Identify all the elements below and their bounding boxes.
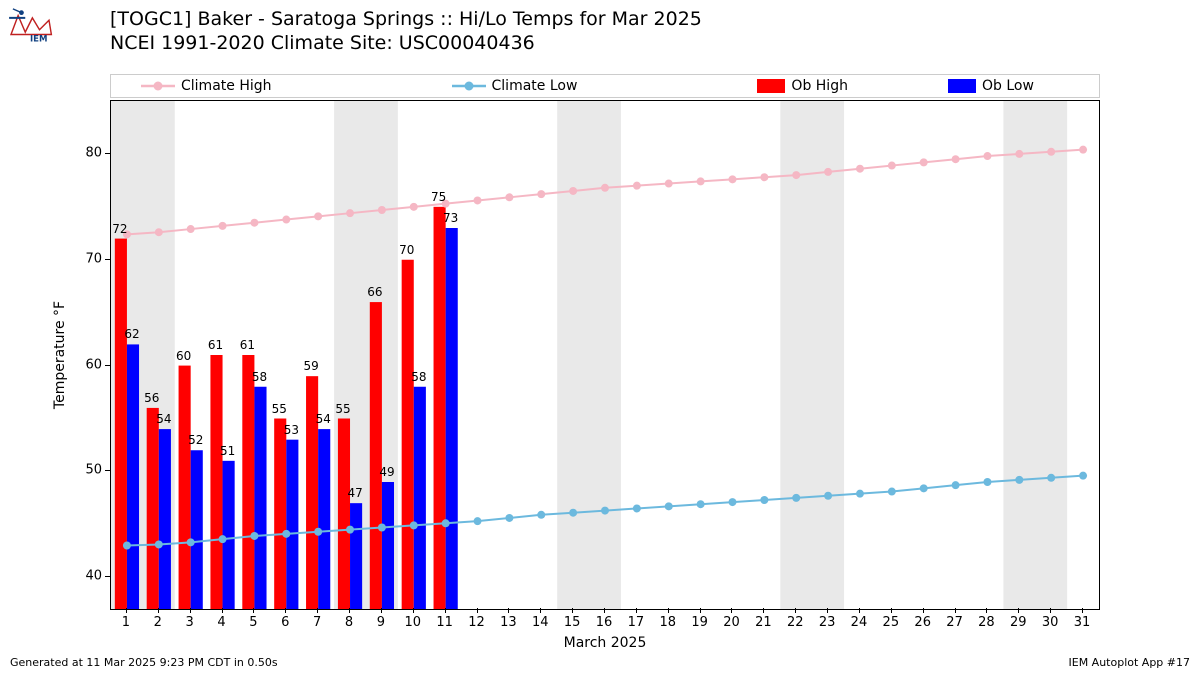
bar-value-low: 73: [443, 211, 458, 225]
legend-climate-low: Climate Low: [452, 78, 578, 94]
x-tick-label: 12: [468, 615, 485, 630]
bar-value-high: 72: [112, 222, 127, 236]
bar-value-low: 58: [252, 370, 267, 384]
legend-climate-high: Climate High: [141, 78, 272, 94]
y-tick-label: 80: [72, 145, 102, 160]
y-tick-label: 70: [72, 251, 102, 266]
bar-value-low: 53: [284, 423, 299, 437]
x-tick-label: 29: [1010, 615, 1027, 630]
x-tick-label: 14: [532, 615, 549, 630]
bar-value-high: 75: [431, 190, 446, 204]
x-tick-label: 10: [404, 615, 421, 630]
bar-value-low: 54: [316, 412, 331, 426]
x-tick-label: 5: [249, 615, 257, 630]
y-tick-label: 50: [72, 463, 102, 478]
x-tick-label: 19: [691, 615, 708, 630]
title-line-1: [TOGC1] Baker - Saratoga Springs :: Hi/L…: [110, 8, 702, 32]
legend: Climate High Climate Low Ob High Ob Low: [110, 74, 1100, 98]
bar-value-high: 55: [335, 402, 350, 416]
x-tick-label: 1: [122, 615, 130, 630]
y-tick-label: 40: [72, 569, 102, 584]
bar-value-high: 60: [176, 349, 191, 363]
bar-value-high: 56: [144, 391, 159, 405]
x-tick-label: 18: [659, 615, 676, 630]
bar-value-low: 52: [188, 433, 203, 447]
bar-value-high: 59: [303, 359, 318, 373]
x-tick-label: 3: [186, 615, 194, 630]
bar-value-high: 70: [399, 243, 414, 257]
x-tick-label: 4: [217, 615, 225, 630]
legend-label: Ob High: [791, 78, 848, 94]
footer-app: IEM Autoplot App #17: [1069, 656, 1191, 669]
bar-value-high: 61: [240, 338, 255, 352]
legend-label: Climate Low: [492, 78, 578, 94]
x-tick-label: 16: [596, 615, 613, 630]
legend-ob-high: Ob High: [757, 78, 848, 94]
x-tick-label: 17: [628, 615, 645, 630]
svg-text:IEM: IEM: [30, 35, 48, 44]
bar-value-high: 66: [367, 285, 382, 299]
legend-ob-low: Ob Low: [948, 78, 1034, 94]
x-tick-label: 21: [755, 615, 772, 630]
x-tick-label: 9: [377, 615, 385, 630]
x-tick-label: 27: [946, 615, 963, 630]
chart-plot-area: [110, 100, 1100, 610]
x-tick-label: 20: [723, 615, 740, 630]
x-tick-label: 11: [436, 615, 453, 630]
legend-label: Ob Low: [982, 78, 1034, 94]
x-tick-label: 6: [281, 615, 289, 630]
plot-svg: [111, 101, 1099, 609]
x-tick-label: 2: [154, 615, 162, 630]
x-tick-label: 22: [787, 615, 804, 630]
footer-generated: Generated at 11 Mar 2025 9:23 PM CDT in …: [10, 656, 278, 669]
bar-value-low: 49: [379, 465, 394, 479]
x-tick-label: 31: [1074, 615, 1091, 630]
bar-value-low: 58: [411, 370, 426, 384]
bar-value-high: 61: [208, 338, 223, 352]
x-tick-label: 28: [978, 615, 995, 630]
x-tick-label: 26: [914, 615, 931, 630]
title-line-2: NCEI 1991-2020 Climate Site: USC00040436: [110, 32, 702, 56]
y-tick-label: 60: [72, 357, 102, 372]
x-tick-label: 8: [345, 615, 353, 630]
y-axis-label: Temperature °F: [52, 301, 68, 409]
x-tick-label: 24: [851, 615, 868, 630]
bar-value-low: 62: [124, 327, 139, 341]
x-tick-label: 13: [500, 615, 517, 630]
x-tick-label: 15: [564, 615, 581, 630]
bar-value-low: 54: [156, 412, 171, 426]
x-tick-label: 30: [1042, 615, 1059, 630]
bar-value-low: 51: [220, 444, 235, 458]
legend-label: Climate High: [181, 78, 272, 94]
x-tick-label: 23: [819, 615, 836, 630]
bar-value-low: 47: [347, 486, 362, 500]
x-axis-label: March 2025: [110, 635, 1100, 651]
chart-title: [TOGC1] Baker - Saratoga Springs :: Hi/L…: [110, 8, 702, 56]
x-tick-label: 7: [313, 615, 321, 630]
iem-logo: IEM: [6, 6, 54, 44]
x-tick-label: 25: [883, 615, 900, 630]
bar-value-high: 55: [272, 402, 287, 416]
